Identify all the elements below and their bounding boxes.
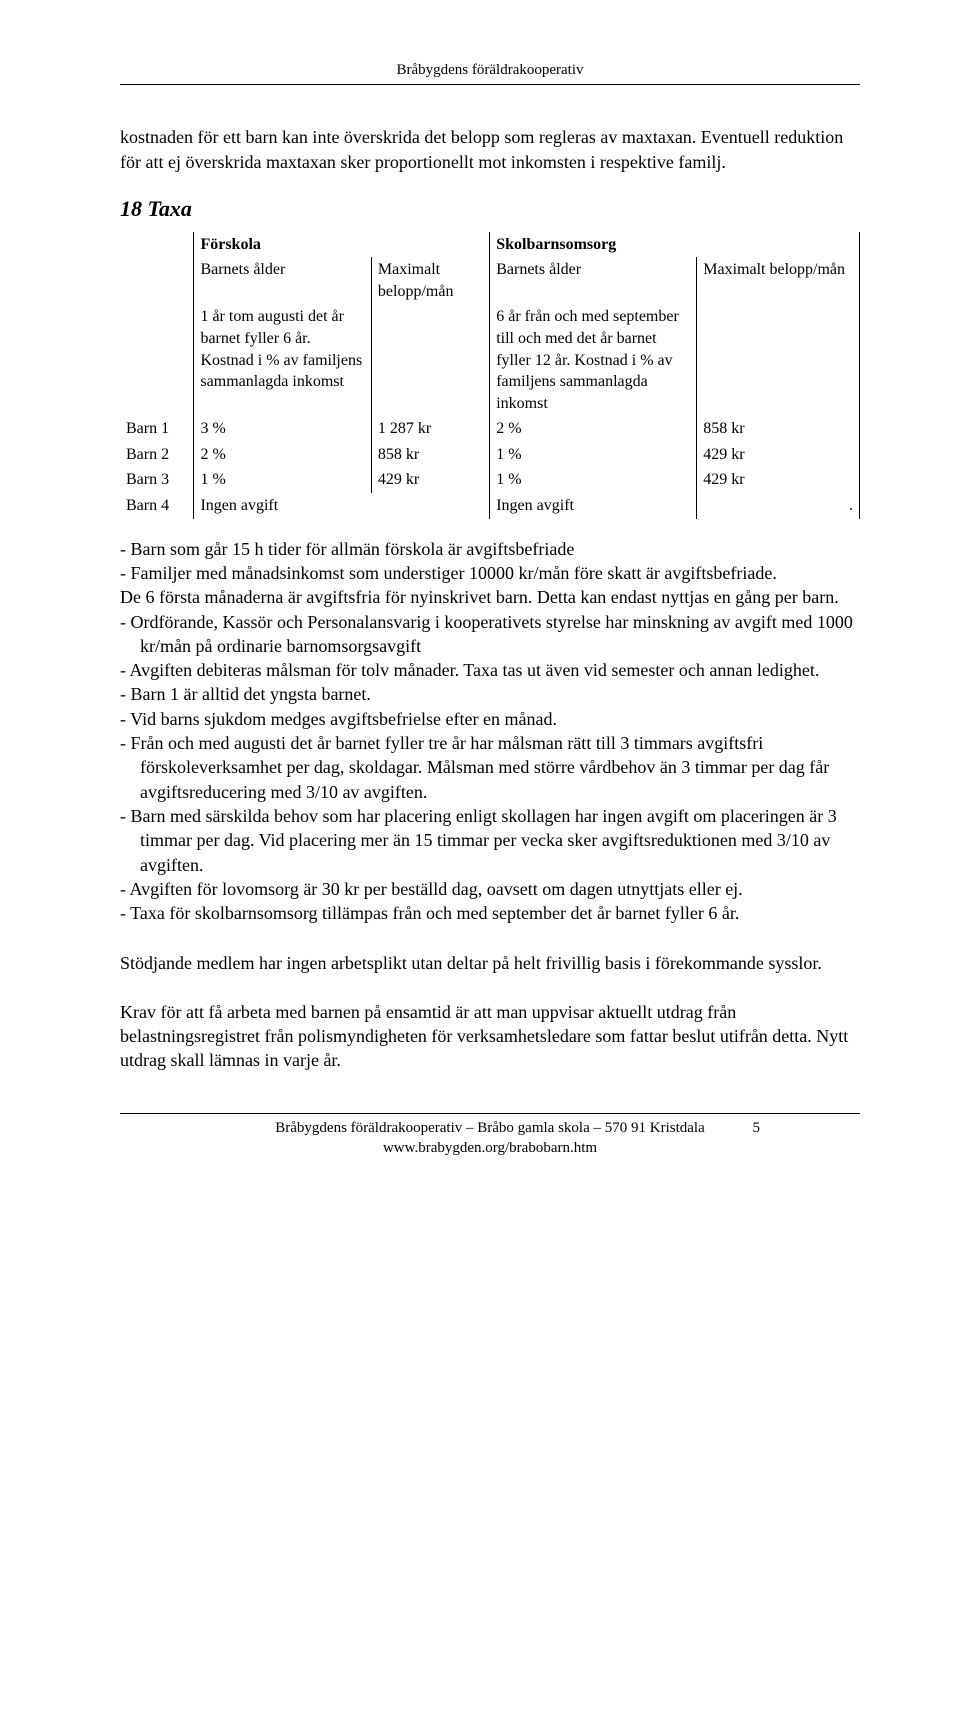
requirement-paragraph: Krav för att få arbeta med barnen på ens… bbox=[120, 1000, 860, 1073]
bullet-item: De 6 första månaderna är avgiftsfria för… bbox=[120, 585, 860, 609]
bullet-item: - Avgiften för lovomsorg är 30 kr per be… bbox=[120, 877, 860, 901]
taxa-sub-col4: Maximalt belopp/mån bbox=[697, 257, 860, 304]
taxa-group-skolbarn: Skolbarnsomsorg bbox=[490, 232, 860, 258]
footer-divider bbox=[120, 1113, 860, 1114]
taxa-heading: 18 Taxa bbox=[120, 194, 860, 224]
taxa-group-forskola: Förskola bbox=[194, 232, 490, 258]
bullet-item: - Barn 1 är alltid det yngsta barnet. bbox=[120, 682, 860, 706]
bullet-item: - Barn med särskilda behov som har place… bbox=[120, 804, 860, 877]
page-header-org: Bråbygdens föräldrakooperativ bbox=[120, 60, 860, 80]
page-number: 5 bbox=[753, 1118, 761, 1138]
bullet-list: - Barn som går 15 h tider för allmän för… bbox=[120, 537, 860, 926]
bullet-item: - Avgiften debiteras målsman för tolv må… bbox=[120, 658, 860, 682]
bullet-item: - Ordförande, Kassör och Personalansvari… bbox=[120, 610, 860, 659]
taxa-row-barn3: Barn 3 1 % 429 kr 1 % 429 kr bbox=[120, 467, 860, 493]
taxa-empty-cell bbox=[120, 232, 194, 258]
taxa-row-barn4: Barn 4 Ingen avgift Ingen avgift . bbox=[120, 493, 860, 519]
taxa-sub-col2: Maximalt belopp/mån bbox=[371, 257, 489, 304]
taxa-desc-right: 6 år från och med september till och med… bbox=[490, 304, 697, 416]
bullet-item: - Barn som går 15 h tider för allmän för… bbox=[120, 537, 860, 561]
taxa-table: Förskola Skolbarnsomsorg Barnets ålder M… bbox=[120, 232, 860, 519]
taxa-desc-left: 1 år tom augusti det år barnet fyller 6 … bbox=[194, 304, 371, 416]
bullet-item: - Från och med augusti det år barnet fyl… bbox=[120, 731, 860, 804]
intro-paragraph: kostnaden för ett barn kan inte överskri… bbox=[120, 125, 860, 174]
taxa-row-barn1: Barn 1 3 % 1 287 kr 2 % 858 kr bbox=[120, 416, 860, 442]
taxa-row-barn2: Barn 2 2 % 858 kr 1 % 429 kr bbox=[120, 442, 860, 468]
footer-address: Bråbygdens föräldrakooperativ – Bråbo ga… bbox=[275, 1120, 704, 1136]
taxa-sub-col3: Barnets ålder bbox=[490, 257, 697, 304]
footer-url: www.brabygden.org/brabobarn.htm bbox=[120, 1138, 860, 1158]
bullet-item: - Vid barns sjukdom medges avgiftsbefrie… bbox=[120, 707, 860, 731]
header-divider bbox=[120, 84, 860, 85]
bullet-item: - Familjer med månadsinkomst som underst… bbox=[120, 561, 860, 585]
bullet-item: - Taxa för skolbarnsomsorg tillämpas frå… bbox=[120, 901, 860, 925]
taxa-sub-col1: Barnets ålder bbox=[194, 257, 371, 304]
support-member-paragraph: Stödjande medlem har ingen arbetsplikt u… bbox=[120, 951, 860, 975]
